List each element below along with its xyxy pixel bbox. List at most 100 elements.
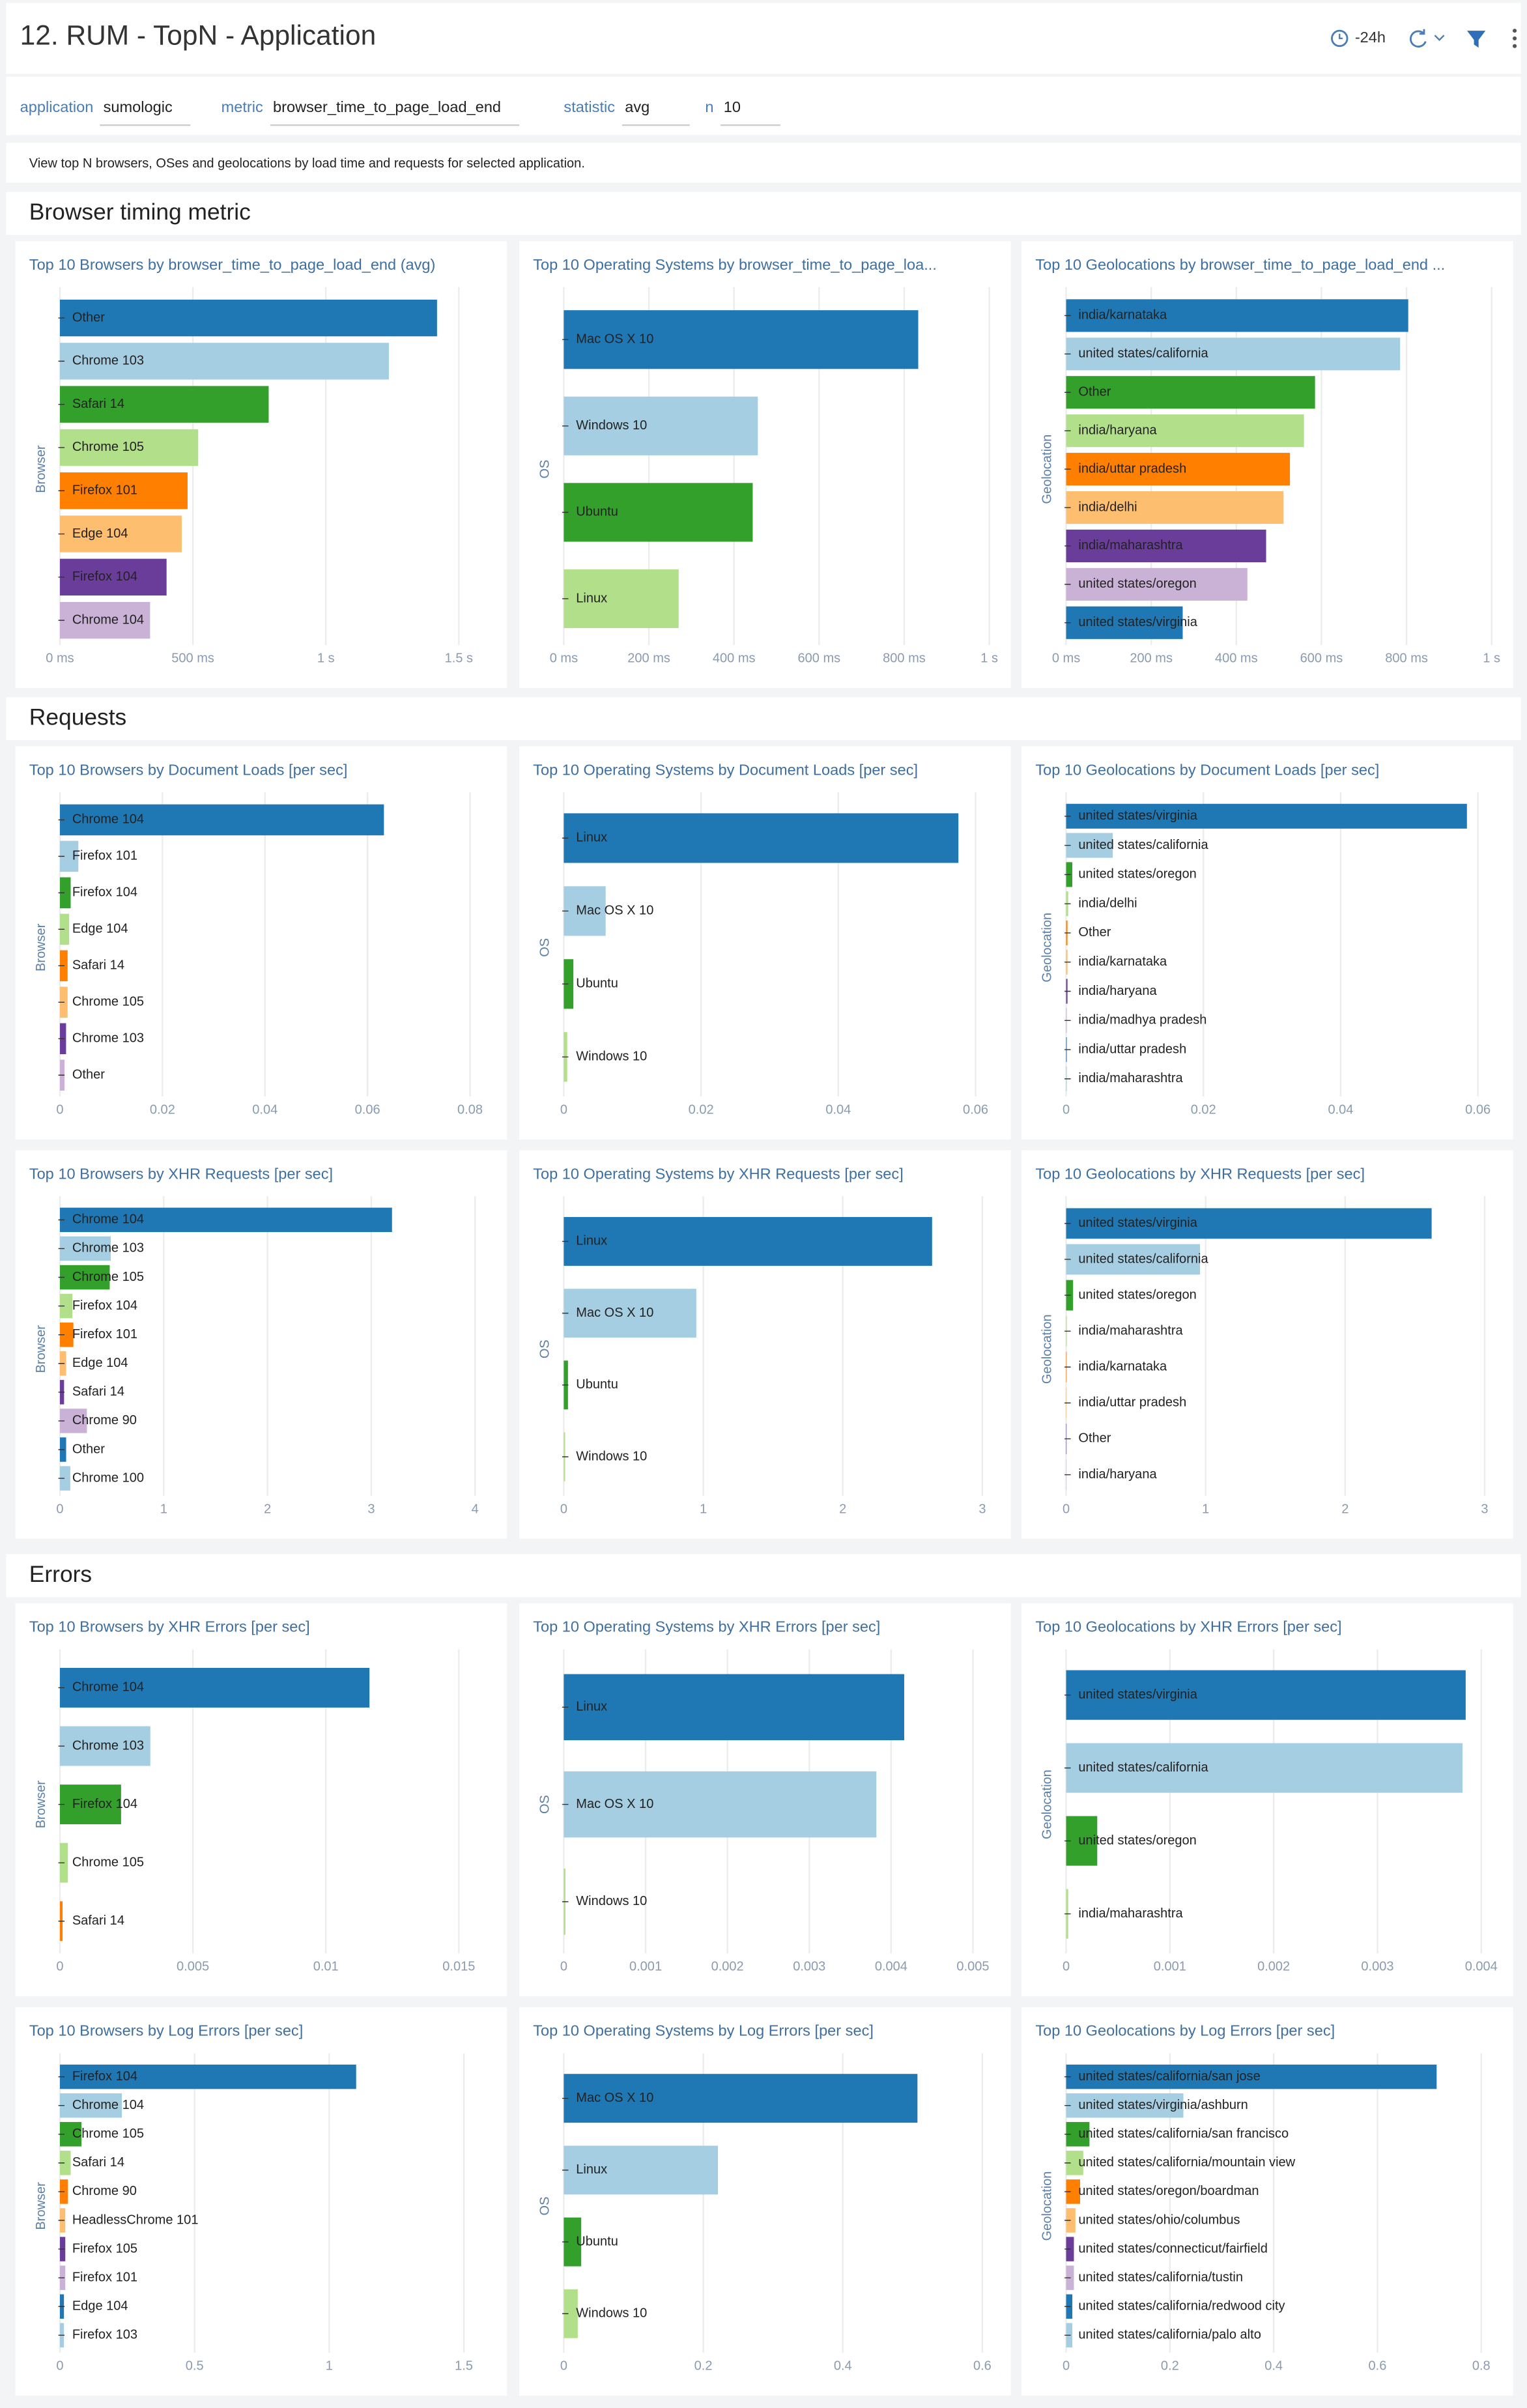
bar — [59, 877, 71, 909]
category-label: Linux — [576, 831, 607, 845]
filter[interactable]: n 10 — [705, 92, 781, 126]
bar — [1066, 567, 1248, 601]
category-label: Chrome 103 — [72, 1031, 144, 1046]
chart-title: Top 10 Browsers by Log Errors [per sec] — [29, 2022, 303, 2039]
x-tick-label: 0.003 — [793, 1960, 825, 1974]
chart-title: Top 10 Geolocations by Log Errors [per s… — [1035, 2022, 1335, 2039]
bar — [1066, 1816, 1098, 1866]
bar — [564, 2074, 918, 2123]
category-label: Chrome 103 — [72, 1241, 144, 1255]
menu-dot — [1513, 44, 1517, 48]
category-label: Mac OS X 10 — [576, 1797, 653, 1811]
category-label: Windows 10 — [576, 2306, 647, 2321]
filter-value[interactable]: avg — [621, 100, 690, 126]
x-tick-label: 0.8 — [1472, 2359, 1491, 2373]
filter[interactable]: metric browser_time_to_page_load_end — [221, 92, 520, 126]
x-tick-label: 600 ms — [798, 651, 841, 665]
category-label: Linux — [576, 1700, 607, 1714]
chart-panel: Top 10 Browsers by browser_time_to_page_… — [15, 241, 507, 688]
bar — [59, 299, 437, 337]
chart-panel: Top 10 Browsers by Log Errors [per sec] 0… — [15, 2007, 507, 2396]
chart-panel: Top 10 Geolocations by XHR Errors [per s… — [1021, 1603, 1513, 1997]
category-label: Firefox 103 — [72, 2328, 137, 2342]
category-label: Safari 14 — [72, 958, 124, 973]
bar — [59, 1784, 121, 1825]
bar — [1066, 299, 1408, 332]
filter-label: application — [20, 100, 94, 117]
bar — [1066, 414, 1304, 448]
category-label: Chrome 103 — [72, 1738, 144, 1753]
bar — [59, 1293, 73, 1319]
category-label: united states/ohio/columbus — [1078, 2213, 1240, 2227]
category-label: Chrome 105 — [72, 2127, 144, 2141]
x-tick-label: 0 ms — [550, 651, 578, 665]
time-range[interactable]: -24h — [1355, 29, 1386, 46]
category-label: Edge 104 — [72, 526, 128, 541]
filter[interactable]: statistic avg — [564, 92, 690, 126]
category-label: Firefox 101 — [72, 2270, 137, 2284]
category-label: Chrome 104 — [72, 812, 144, 827]
bar — [1066, 2093, 1184, 2118]
section-title: Browser timing metric — [29, 199, 251, 226]
category-label: Chrome 105 — [72, 440, 144, 454]
x-tick-label: 0.005 — [177, 1960, 209, 1974]
chart-panel: Top 10 Browsers by XHR Requests [per sec… — [15, 1150, 507, 1539]
category-label: india/haryana — [1078, 984, 1157, 998]
category-label: Mac OS X 10 — [576, 1306, 653, 1320]
category-label: Chrome 104 — [72, 1680, 144, 1695]
x-tick-label: 0.005 — [956, 1960, 989, 1974]
y-axis-label: Geolocation — [1040, 2172, 1055, 2241]
filter-value[interactable]: sumologic — [100, 100, 192, 126]
category-label: Chrome 104 — [72, 612, 144, 627]
x-tick-label: 0.08 — [457, 1102, 483, 1117]
bar — [564, 569, 679, 629]
category-label: Windows 10 — [576, 1894, 647, 1908]
section-title: Errors — [29, 1562, 93, 1588]
refresh-menu[interactable] — [1434, 35, 1445, 41]
filter-label: n — [705, 100, 714, 117]
category-label: Firefox 104 — [72, 1797, 137, 1811]
x-tick-label: 0.002 — [711, 1960, 744, 1974]
x-tick-label: 0.06 — [963, 1102, 988, 1117]
y-axis-label: Browser — [34, 445, 48, 493]
filter-icon[interactable] — [1466, 31, 1486, 48]
x-tick-label: 0 — [56, 1502, 63, 1516]
bar — [1066, 2064, 1437, 2089]
filter-value[interactable]: browser_time_to_page_load_end — [270, 100, 520, 126]
bar — [564, 1289, 696, 1338]
bar — [59, 472, 188, 509]
category-label: united states/california — [1078, 838, 1208, 852]
category-label: Chrome 104 — [72, 1212, 144, 1227]
x-tick-label: 0 — [1063, 1960, 1070, 1974]
bar — [564, 310, 919, 369]
bar — [59, 386, 269, 423]
x-tick-label: 0 — [560, 1502, 567, 1516]
category-label: india/maharashtra — [1078, 538, 1183, 552]
chart-panel: Top 10 Browsers by Document Loads [per s… — [15, 746, 507, 1140]
header-tools: -24h — [1331, 29, 1517, 48]
clock-icon[interactable] — [1331, 29, 1349, 48]
section-title: Requests — [29, 704, 127, 731]
x-tick-label: 3 — [1481, 1502, 1488, 1516]
bar — [564, 483, 753, 542]
y-axis-label: Browser — [34, 1781, 48, 1829]
category-label: united states/virginia — [1078, 1687, 1197, 1702]
filter[interactable]: application sumologic — [20, 92, 192, 126]
category-label: Chrome 103 — [72, 354, 144, 368]
category-label: Firefox 101 — [72, 483, 137, 498]
chart-panel: Top 10 Geolocations by Log Errors [per s… — [1021, 2007, 1513, 2396]
x-tick-label: 0.004 — [875, 1960, 907, 1974]
chart-title: Top 10 Operating Systems by Log Errors [… — [533, 2022, 874, 2039]
bar — [59, 1322, 74, 1347]
category-label: india/haryana — [1078, 423, 1157, 437]
category-label: united states/california/san francisco — [1078, 2127, 1289, 2141]
x-tick-label: 0 — [56, 1102, 63, 1117]
menu-dot[interactable] — [1513, 29, 1517, 33]
y-axis-label: OS — [537, 938, 552, 957]
category-label: Other — [1078, 1431, 1111, 1446]
x-tick-label: 0.04 — [252, 1102, 278, 1117]
refresh-icon[interactable] — [1410, 29, 1427, 48]
filter-value[interactable]: 10 — [720, 100, 781, 126]
x-tick-label: 0.6 — [1369, 2359, 1387, 2373]
